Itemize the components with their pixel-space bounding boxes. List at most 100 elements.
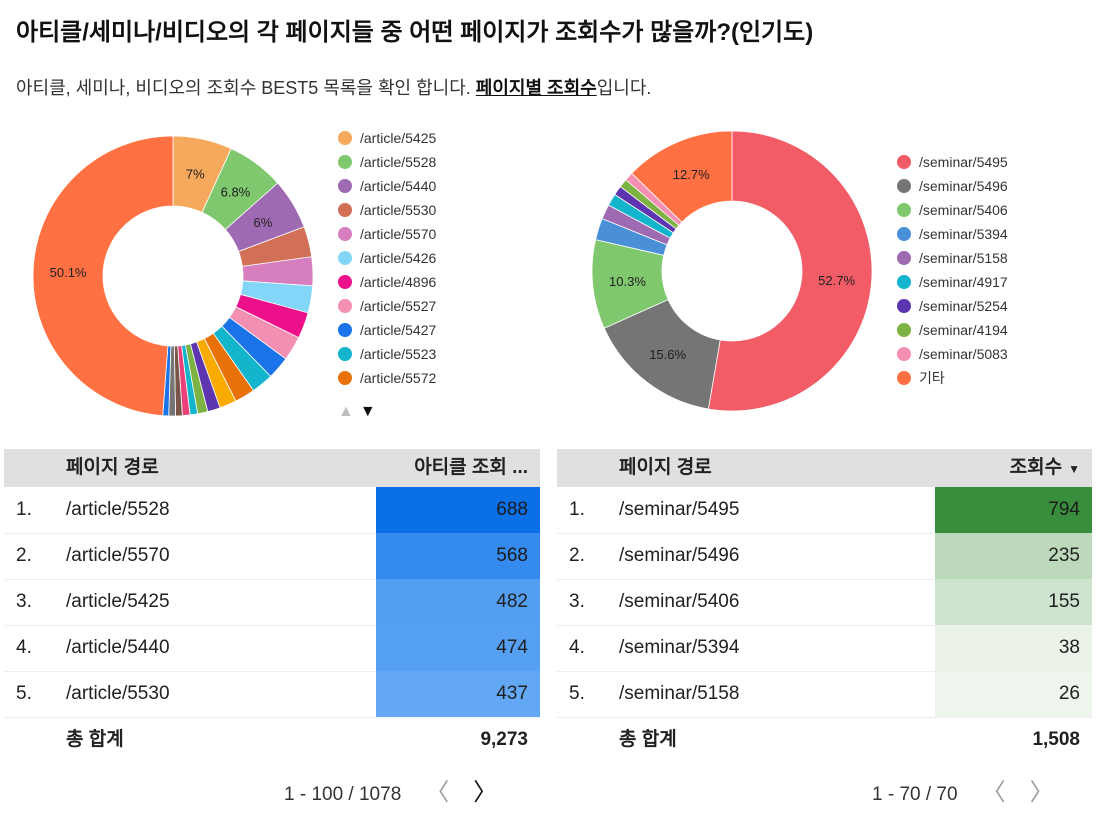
- header-path[interactable]: 페이지 경로: [619, 457, 712, 478]
- legend-item[interactable]: /article/5530: [338, 200, 436, 220]
- row-path[interactable]: /article/5528: [66, 499, 170, 520]
- table-total-row: 총 합계 9,273: [4, 717, 540, 763]
- subtitle-link[interactable]: 페이지별 조회수: [475, 78, 597, 98]
- legend-label: /article/5440: [360, 178, 437, 194]
- row-path[interactable]: /seminar/5394: [619, 637, 740, 658]
- table-row[interactable]: 4. /seminar/5394 38: [557, 625, 1092, 672]
- legend-next-icon[interactable]: ▼: [359, 403, 376, 420]
- table-row[interactable]: 5. /article/5530 437: [4, 671, 540, 718]
- legend-label: /seminar/4917: [919, 274, 1008, 290]
- legend-item[interactable]: /seminar/5406: [897, 200, 1008, 220]
- legend-item[interactable]: /article/5523: [338, 344, 436, 364]
- legend-swatch: [338, 371, 352, 385]
- prev-page-icon[interactable]: 〈: [981, 779, 1006, 806]
- table-row[interactable]: 2. /article/5570 568: [4, 533, 540, 580]
- slice-label: 7%: [186, 166, 205, 181]
- seminar-donut-chart[interactable]: 52.7% 15.6% 10.3% 12.7%: [560, 120, 900, 430]
- legend-item[interactable]: /seminar/5083: [897, 344, 1008, 364]
- header-value[interactable]: 조회수 ▼: [1010, 449, 1080, 487]
- row-rank: 5.: [16, 683, 32, 704]
- legend-swatch: [897, 227, 911, 241]
- row-value: 155: [935, 579, 1092, 625]
- legend-label: /seminar/5254: [919, 298, 1008, 314]
- row-rank: 2.: [16, 545, 32, 566]
- row-path[interactable]: /seminar/5496: [619, 545, 740, 566]
- legend-item[interactable]: /article/5570: [338, 224, 436, 244]
- row-rank: 4.: [569, 637, 585, 658]
- sort-desc-icon[interactable]: ▼: [1068, 462, 1080, 476]
- legend-swatch: [338, 203, 352, 217]
- page-title: 아티클/세미나/비디오의 각 페이지들 중 어떤 페이지가 조회수가 많을까?(…: [16, 19, 814, 46]
- seminar-table: 페이지 경로 조회수 ▼ 총 합계 1,508 1. /seminar/5495 79…: [557, 449, 1092, 769]
- legend-item[interactable]: /seminar/5158: [897, 248, 1008, 268]
- row-rank: 1.: [16, 499, 32, 520]
- slice-label: 50.1%: [50, 265, 87, 280]
- legend-item[interactable]: 기타: [897, 368, 945, 388]
- pie-slice[interactable]: [707, 130, 873, 412]
- legend-item[interactable]: /seminar/5495: [897, 152, 1008, 172]
- legend-item[interactable]: /article/5427: [338, 320, 436, 340]
- row-path[interactable]: /article/5440: [66, 637, 170, 658]
- table-row[interactable]: 3. /seminar/5406 155: [557, 579, 1092, 626]
- legend-label: /article/5527: [360, 298, 437, 314]
- legend-item[interactable]: /seminar/5394: [897, 224, 1008, 244]
- legend-item[interactable]: /seminar/4194: [897, 320, 1008, 340]
- prev-page-icon[interactable]: 〈: [425, 779, 450, 806]
- row-path[interactable]: /article/5570: [66, 545, 170, 566]
- row-path[interactable]: /article/5425: [66, 591, 170, 612]
- legend-item[interactable]: /seminar/5254: [897, 296, 1008, 316]
- legend-swatch: [338, 227, 352, 241]
- table-row[interactable]: 1. /seminar/5495 794: [557, 487, 1092, 534]
- legend-swatch: [897, 203, 911, 217]
- row-value: 437: [376, 671, 540, 717]
- legend-label: /seminar/4194: [919, 322, 1008, 338]
- header-value-label: 조회수: [1009, 457, 1063, 478]
- slice-label: 6.8%: [221, 185, 251, 200]
- seminar-pager: 1 - 70 / 70 〈〉: [872, 772, 1054, 807]
- table-row[interactable]: 2. /seminar/5496 235: [557, 533, 1092, 580]
- subtitle-suffix: 입니다.: [596, 78, 652, 98]
- legend-item[interactable]: /seminar/5496: [897, 176, 1008, 196]
- row-rank: 2.: [569, 545, 585, 566]
- total-label: 총 합계: [66, 729, 124, 750]
- header-path[interactable]: 페이지 경로: [66, 457, 159, 478]
- row-path[interactable]: /seminar/5495: [619, 499, 740, 520]
- row-path[interactable]: /seminar/5158: [619, 683, 740, 704]
- legend-item[interactable]: /article/5440: [338, 176, 436, 196]
- table-header: 페이지 경로 조회수 ▼: [557, 449, 1092, 487]
- table-row[interactable]: 1. /article/5528 688: [4, 487, 540, 534]
- legend-item[interactable]: /article/5426: [338, 248, 436, 268]
- table-header: 페이지 경로 아티클 조회 ...: [4, 449, 540, 487]
- slice-label: 52.7%: [818, 273, 855, 288]
- pie-slice[interactable]: [631, 130, 733, 223]
- pager-range: 1 - 70 / 70: [872, 784, 958, 805]
- row-rank: 3.: [569, 591, 585, 612]
- slice-label: 15.6%: [649, 347, 686, 362]
- row-path[interactable]: /article/5530: [66, 683, 170, 704]
- pie-slice[interactable]: [32, 135, 174, 417]
- header-value[interactable]: 아티클 조회 ...: [414, 457, 528, 478]
- row-rank: 1.: [569, 499, 585, 520]
- legend-label: 기타: [919, 370, 945, 386]
- row-value: 26: [935, 671, 1092, 717]
- legend-item[interactable]: /article/5572: [338, 368, 436, 388]
- legend-label: /article/5572: [360, 370, 437, 386]
- legend-item[interactable]: /article/5528: [338, 152, 436, 172]
- legend-item[interactable]: /seminar/4917: [897, 272, 1008, 292]
- legend-swatch: [897, 179, 911, 193]
- legend-item[interactable]: /article/5425: [338, 128, 436, 148]
- legend-pager: ▲ ▼: [338, 403, 382, 421]
- legend-item[interactable]: /article/5527: [338, 296, 436, 316]
- row-path[interactable]: /seminar/5406: [619, 591, 740, 612]
- next-page-icon[interactable]: 〉: [473, 779, 498, 806]
- slice-label: 10.3%: [609, 274, 646, 289]
- article-donut-chart[interactable]: 7% 6.8%6% 50.1%: [0, 120, 340, 430]
- table-row[interactable]: 5. /seminar/5158 26: [557, 671, 1092, 718]
- legend-item[interactable]: /article/4896: [338, 272, 436, 292]
- next-page-icon[interactable]: 〉: [1029, 779, 1054, 806]
- legend-prev-icon[interactable]: ▲: [338, 403, 354, 420]
- legend-label: /seminar/5406: [919, 202, 1008, 218]
- table-row[interactable]: 4. /article/5440 474: [4, 625, 540, 672]
- table-row[interactable]: 3. /article/5425 482: [4, 579, 540, 626]
- row-value: 235: [935, 533, 1092, 579]
